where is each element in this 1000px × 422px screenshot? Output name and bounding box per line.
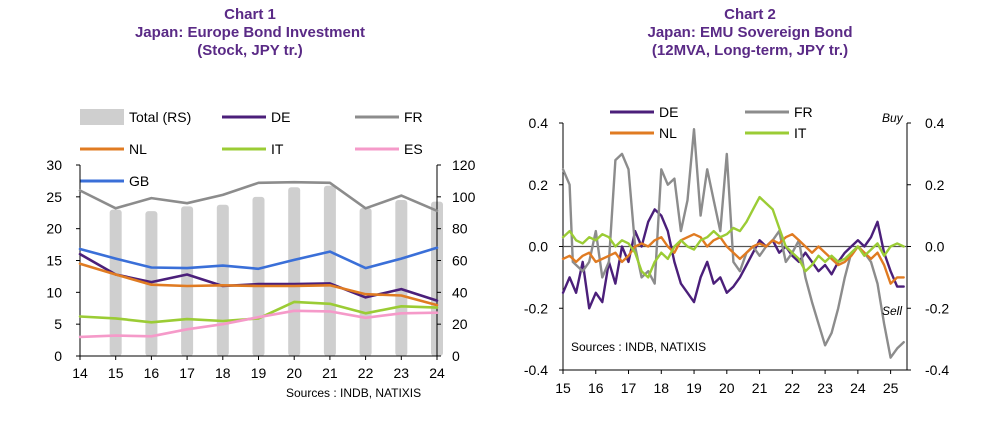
- chart-1-title-line-1: Chart 1: [224, 6, 276, 23]
- bar-total: [288, 187, 301, 356]
- x-tick-label: 16: [588, 380, 604, 396]
- x-tick-label: 20: [286, 365, 302, 381]
- legend-label-es: ES: [404, 141, 423, 157]
- bar-total: [323, 185, 336, 356]
- y-tick-label: 0.0: [529, 239, 549, 255]
- x-tick-label: 15: [108, 365, 124, 381]
- legend-label-fr: FR: [404, 109, 423, 125]
- series-line-gb: [78, 246, 439, 271]
- x-tick-label: 21: [752, 380, 768, 396]
- legend-label-de: DE: [271, 109, 290, 125]
- series-line-nl: [78, 262, 439, 307]
- x-tick-label: 20: [719, 380, 735, 396]
- chart-2-title-line-3: (12MVA, Long-term, JPY tr.): [651, 42, 849, 59]
- y-tick-label: 20: [46, 221, 62, 237]
- y2-tick-label: 0: [452, 348, 460, 364]
- y-tick-label: 0.2: [529, 177, 549, 193]
- x-tick-label: 22: [785, 380, 801, 396]
- annotation-sell: Sell: [882, 304, 902, 318]
- chart-1-title-line-2: Japan: Europe Bond Investment: [134, 24, 366, 41]
- x-tick-label: 21: [322, 365, 338, 381]
- y-tick-label: 0: [54, 348, 62, 364]
- x-tick-label: 19: [686, 380, 702, 396]
- bar-total: [216, 204, 229, 356]
- x-tick-label: 24: [429, 365, 445, 381]
- annotation-buy: Buy: [882, 111, 904, 125]
- legend-label-totalrs: Total (RS): [129, 109, 191, 125]
- bar-total: [395, 200, 408, 356]
- y-tick-label: 25: [46, 189, 62, 205]
- x-tick-label: 23: [394, 365, 410, 381]
- chart-2-source: Sources : INDB, NATIXIS: [571, 340, 706, 354]
- bar-total: [181, 206, 194, 356]
- y2-tick-label: 100: [452, 189, 476, 205]
- legend-label-it: IT: [271, 141, 284, 157]
- y-tick-label: 10: [46, 284, 62, 300]
- x-tick-label: 14: [72, 365, 88, 381]
- series-line-es: [78, 309, 439, 339]
- legend-label-nl: NL: [659, 125, 677, 141]
- series-line-fr: [561, 127, 905, 359]
- legend-label-it: IT: [794, 125, 807, 141]
- bar-total: [109, 209, 122, 356]
- chart-1-source: Sources : INDB, NATIXIS: [286, 386, 421, 400]
- y-tick-label: 0.4: [529, 115, 549, 131]
- y2-tick-label: 0.2: [925, 177, 945, 193]
- x-tick-label: 22: [358, 365, 374, 381]
- x-tick-label: 19: [251, 365, 267, 381]
- y2-tick-label: 0.0: [925, 239, 945, 255]
- x-tick-label: 15: [555, 380, 571, 396]
- y-tick-label: 15: [46, 253, 62, 269]
- legend-label-gb: GB: [129, 173, 149, 189]
- chart-1-panel: Chart 1 Japan: Europe Bond Investment (S…: [0, 6, 500, 400]
- y-tick-label: 30: [46, 157, 62, 173]
- y2-tick-label: 0.4: [925, 115, 945, 131]
- series-line-it: [561, 195, 905, 279]
- y2-tick-label: -0.2: [925, 300, 949, 316]
- legend-label-de: DE: [659, 104, 678, 120]
- y2-tick-label: 60: [452, 253, 468, 269]
- series-line-fr: [78, 180, 439, 213]
- x-tick-label: 25: [883, 380, 899, 396]
- y-tick-label: -0.4: [524, 362, 548, 378]
- x-tick-label: 18: [653, 380, 669, 396]
- x-tick-label: 18: [215, 365, 231, 381]
- legend-label-nl: NL: [129, 141, 147, 157]
- y2-tick-label: 40: [452, 284, 468, 300]
- y2-tick-label: 20: [452, 316, 468, 332]
- chart-1-title-line-3: (Stock, JPY tr.): [197, 42, 303, 59]
- chart-2-title: Chart 2 Japan: EMU Sovereign Bond (12MVA…: [500, 6, 1000, 60]
- chart-1-svg: Total (RS) DE FR NL IT ES GB 0 5 10 15 20 25 30 0 20 40 6…: [46, 109, 476, 400]
- chart-2-svg: -0.4 -0.2 0.0 0.2 0.4 -0.4 -0.2 0.0 0.2 0.4 15 16 17…: [524, 104, 949, 396]
- x-tick-label: 23: [817, 380, 833, 396]
- bar-total: [359, 207, 372, 356]
- series-line-nl: [561, 232, 905, 285]
- chart-1-title: Chart 1 Japan: Europe Bond Investment (S…: [0, 6, 500, 60]
- bar-total: [252, 196, 265, 356]
- y-tick-label: 5: [54, 316, 62, 332]
- legend-swatch-total: [80, 109, 124, 125]
- y2-tick-label: 80: [452, 221, 468, 237]
- x-tick-label: 17: [179, 365, 195, 381]
- y2-tick-label: 120: [452, 157, 476, 173]
- x-tick-label: 24: [850, 380, 866, 396]
- chart-2-title-line-2: Japan: EMU Sovereign Bond: [647, 24, 853, 41]
- legend-label-fr: FR: [794, 104, 813, 120]
- x-tick-label: 17: [621, 380, 637, 396]
- y2-tick-label: -0.4: [925, 362, 949, 378]
- chart-2-title-line-1: Chart 2: [724, 6, 776, 23]
- x-tick-label: 16: [144, 365, 160, 381]
- chart-2-panel: Chart 2 Japan: EMU Sovereign Bond (12MVA…: [500, 0, 1000, 422]
- y-tick-label: -0.2: [524, 300, 548, 316]
